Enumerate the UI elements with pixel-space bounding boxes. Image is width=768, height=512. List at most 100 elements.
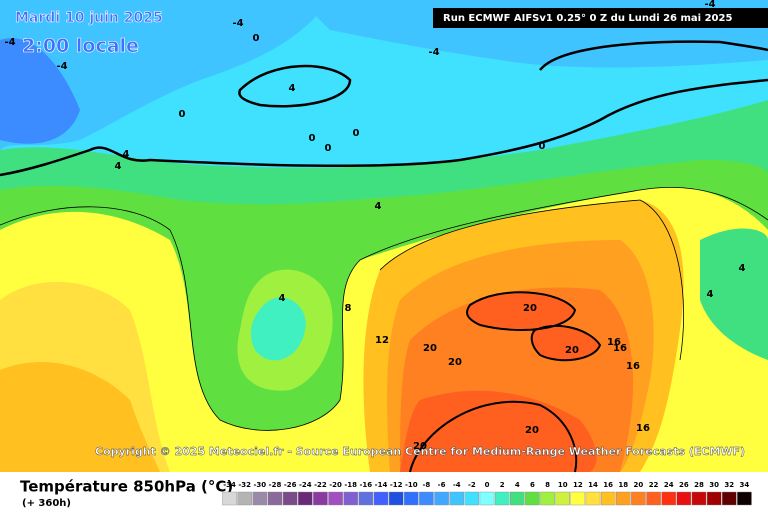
legend-swatch <box>570 491 586 506</box>
contour-label: 20 <box>523 303 537 314</box>
legend-swatch <box>328 491 343 506</box>
legend-label: 22 <box>649 481 659 489</box>
legend-label: 4 <box>515 481 520 489</box>
legend-swatch <box>434 491 449 506</box>
legend-swatch <box>464 491 480 506</box>
contour-label: 0 <box>539 141 546 152</box>
legend-label: -16 <box>360 481 373 489</box>
contour-label: 4 <box>707 289 714 300</box>
lead-time: (+ 360h) <box>22 498 71 509</box>
contour-label: 16 <box>636 423 650 434</box>
legend-swatch <box>313 491 328 506</box>
legend-label: 6 <box>530 481 535 489</box>
date: Mardi 10 juin 2025 <box>15 10 163 26</box>
legend-swatch <box>525 491 540 506</box>
legend-label: 2 <box>500 481 505 489</box>
legend-label: 16 <box>603 481 613 489</box>
legend-swatch <box>222 491 237 506</box>
legend-label: 14 <box>588 481 598 489</box>
legend-label: 18 <box>618 481 628 489</box>
contour-label: 4 <box>289 83 296 94</box>
contour-labels: -4-4-4-4-4040000440448122020202016161620… <box>4 0 745 452</box>
legend-swatch <box>616 491 631 506</box>
legend-swatch <box>737 491 752 506</box>
legend-swatch <box>373 491 389 506</box>
legend-label: 32 <box>724 481 734 489</box>
footer-title: Température 850hPa (°C) <box>20 478 233 496</box>
legend-swatch <box>267 491 283 506</box>
legend-label: -12 <box>390 481 403 489</box>
contour-label: 4 <box>123 149 130 160</box>
contour-label: -4 <box>4 37 15 48</box>
contour-label: 4 <box>115 161 122 172</box>
legend-label: -8 <box>423 481 431 489</box>
legend-swatch <box>358 491 374 506</box>
legend-label: 34 <box>740 481 750 489</box>
contour-label: -4 <box>56 61 67 72</box>
legend-label: -10 <box>405 481 418 489</box>
contour-label: 12 <box>375 335 389 346</box>
legend-swatch <box>646 491 661 506</box>
contour-label: 20 <box>565 345 579 356</box>
legend-swatch <box>388 491 404 506</box>
contour-label: 4 <box>375 201 382 212</box>
legend-label: -20 <box>329 481 342 489</box>
legend-label: -24 <box>299 481 312 489</box>
legend-label: -34 <box>223 481 236 489</box>
legend-label: -32 <box>238 481 251 489</box>
contour-label: 8 <box>345 303 352 314</box>
legend-label: 30 <box>709 481 719 489</box>
contours <box>0 40 768 473</box>
legend-label: -26 <box>284 481 297 489</box>
temperature-field <box>0 0 768 473</box>
legend-label: 26 <box>679 481 689 489</box>
legend-label: 8 <box>545 481 550 489</box>
contour-label: 0 <box>309 133 316 144</box>
legend-label: -2 <box>468 481 476 489</box>
contour-label: -4 <box>428 47 439 58</box>
contour-label: 16 <box>626 361 640 372</box>
legend-label: -30 <box>254 481 267 489</box>
legend-swatch <box>631 491 646 506</box>
contour-label: 0 <box>253 33 260 44</box>
legend-swatch <box>404 491 419 506</box>
legend-label: -4 <box>453 481 461 489</box>
legend-swatch <box>585 491 601 506</box>
legend-label: 28 <box>694 481 704 489</box>
contour-label: 16 <box>607 337 621 348</box>
legend-label: -18 <box>344 481 357 489</box>
contour-label: 20 <box>413 441 427 452</box>
contour-label: 0 <box>179 109 186 120</box>
run-box <box>433 8 768 28</box>
contour-label: -4 <box>704 0 715 10</box>
contour-label: 16 <box>613 343 627 354</box>
contour-label: -4 <box>232 18 243 29</box>
legend-swatch <box>540 491 555 506</box>
legend-swatch <box>252 491 268 506</box>
legend-swatch <box>600 491 616 506</box>
legend-label: 24 <box>664 481 674 489</box>
legend-swatch <box>282 491 298 506</box>
contour-label: 20 <box>525 425 539 436</box>
legend-swatch <box>661 491 676 506</box>
legend-swatch <box>343 491 358 506</box>
legend-label: 0 <box>485 481 490 489</box>
legend-swatch <box>419 491 434 506</box>
legend-swatch <box>706 491 722 506</box>
legend-swatch <box>298 491 313 506</box>
contour-label: 20 <box>448 357 462 368</box>
legend-label: -28 <box>269 481 282 489</box>
legend-swatch <box>510 491 525 506</box>
copyright: Copyright © 2025 Meteociel.fr - Source E… <box>95 445 745 458</box>
legend-swatch <box>449 491 464 506</box>
run-info: Run ECMWF AIFSv1 0.25° 0 Z du Lundi 26 m… <box>443 13 732 24</box>
legend-label: 10 <box>558 481 568 489</box>
legend-swatch <box>691 491 707 506</box>
legend-swatch <box>494 491 510 506</box>
color-legend: -34 -32 -30 -28 -26 -24 -22 -20 -18 -16 -14 -12 -10-… <box>222 481 752 506</box>
legend-label: 20 <box>634 481 644 489</box>
contour-label: 4 <box>279 293 286 304</box>
contour-label: 4 <box>739 263 746 274</box>
legend-label: -22 <box>314 481 327 489</box>
